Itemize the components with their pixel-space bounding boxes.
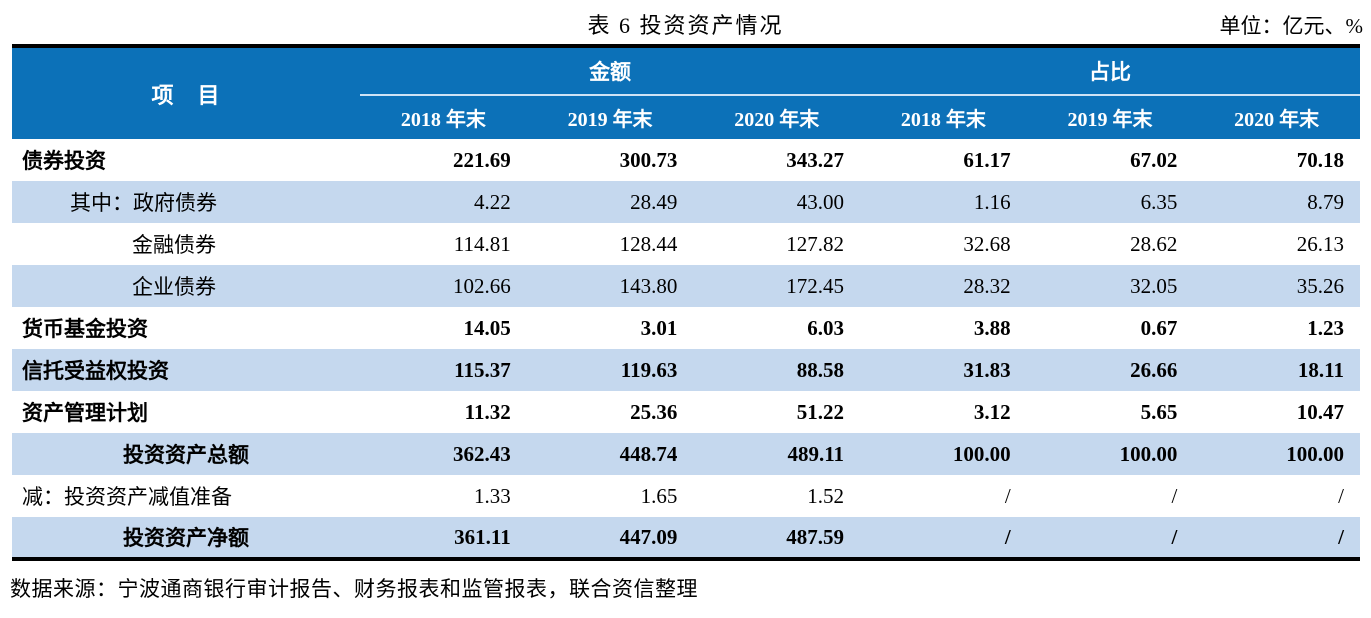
- row-value: 127.82: [693, 223, 861, 265]
- row-value: 6.03: [693, 307, 861, 349]
- row-value: 489.11: [693, 433, 861, 475]
- table-row: 货币基金投资 14.05 3.01 6.03 3.88 0.67 1.23: [12, 307, 1360, 349]
- row-value: 100.00: [860, 433, 1027, 475]
- row-value: 14.05: [360, 307, 527, 349]
- row-value: 487.59: [693, 517, 861, 559]
- row-value: 3.88: [860, 307, 1027, 349]
- year-column-header: 2020 年末: [1193, 95, 1360, 139]
- row-value: 3.01: [526, 307, 694, 349]
- row-value: 51.22: [693, 391, 861, 433]
- table-row: 资产管理计划 11.32 25.36 51.22 3.12 5.65 10.47: [12, 391, 1360, 433]
- data-source-note: 数据来源：宁波通商银行审计报告、财务报表和监管报表，联合资信整理: [10, 577, 698, 601]
- row-label: 资产管理计划: [12, 391, 361, 433]
- row-value: 361.11: [360, 517, 527, 559]
- row-value: 172.45: [693, 265, 861, 307]
- row-value: /: [1026, 475, 1194, 517]
- row-value: 1.65: [526, 475, 694, 517]
- row-value: 115.37: [360, 349, 527, 391]
- table-body: 债券投资 221.69 300.73 343.27 61.17 67.02 70.18 其中：…: [12, 139, 1360, 559]
- row-value: 1.16: [860, 181, 1027, 223]
- row-value: 18.11: [1193, 349, 1360, 391]
- title-bar: 表 6 投资资产情况 单位：亿元、%: [0, 0, 1371, 44]
- table-row: 其中：政府债券 4.22 28.49 43.00 1.16 6.35 8.79: [12, 181, 1360, 223]
- row-value: 88.58: [693, 349, 861, 391]
- row-value: 119.63: [526, 349, 694, 391]
- row-value: 10.47: [1193, 391, 1360, 433]
- table-row: 企业债券 102.66 143.80 172.45 28.32 32.05 35.26: [12, 265, 1360, 307]
- row-value: /: [860, 517, 1027, 559]
- row-label: 其中：政府债券: [12, 181, 361, 223]
- row-value: 362.43: [360, 433, 527, 475]
- row-value: 221.69: [360, 139, 527, 181]
- row-value: 1.52: [693, 475, 861, 517]
- row-value: 26.66: [1026, 349, 1194, 391]
- year-header-row: 2018 年末 2019 年末 2020 年末 2018 年末 2019 年末 2020 …: [12, 95, 1360, 139]
- row-value: 343.27: [693, 139, 861, 181]
- row-value: 6.35: [1026, 181, 1194, 223]
- row-label: 债券投资: [12, 139, 361, 181]
- table-row: 信托受益权投资 115.37 119.63 88.58 31.83 26.66 18.11: [12, 349, 1360, 391]
- row-value: 114.81: [360, 223, 527, 265]
- column-header-item: 项 目: [12, 46, 361, 139]
- year-column-header: 2019 年末: [526, 95, 694, 139]
- row-value: 11.32: [360, 391, 527, 433]
- table-row: 债券投资 221.69 300.73 343.27 61.17 67.02 70.18: [12, 139, 1360, 181]
- year-column-header: 2020 年末: [693, 95, 861, 139]
- row-value: 25.36: [526, 391, 694, 433]
- table-row: 减：投资资产减值准备 1.33 1.65 1.52// /: [12, 475, 1360, 517]
- row-value: 70.18: [1193, 139, 1360, 181]
- row-value: 26.13: [1193, 223, 1360, 265]
- row-label: 投资资产总额: [12, 433, 361, 475]
- row-value: 67.02: [1026, 139, 1194, 181]
- row-value: 0.67: [1026, 307, 1194, 349]
- year-column-header: 2019 年末: [1026, 95, 1194, 139]
- row-value: 102.66: [360, 265, 527, 307]
- row-value: 5.65: [1026, 391, 1194, 433]
- row-value: 1.23: [1193, 307, 1360, 349]
- column-group-amount: 金额: [360, 46, 861, 96]
- row-value: 3.12: [860, 391, 1027, 433]
- row-value: 100.00: [1026, 433, 1194, 475]
- table-row: 投资资产总额 362.43 448.74 489.11 100.00 100.00 100.…: [12, 433, 1360, 475]
- row-value: 31.83: [860, 349, 1027, 391]
- row-value: 300.73: [526, 139, 694, 181]
- row-value: 43.00: [693, 181, 861, 223]
- row-label: 企业债券: [12, 265, 361, 307]
- table-row: 金融债券 114.81 128.44 127.82 32.68 28.62 26.13: [12, 223, 1360, 265]
- row-value: 100.00: [1193, 433, 1360, 475]
- row-value: 28.49: [526, 181, 694, 223]
- table-header: 项 目 金额 占比 2018 年末 2019 年末 2020 年末 2018 年末 20…: [12, 46, 1360, 139]
- row-value: 8.79: [1193, 181, 1360, 223]
- row-value: 447.09: [526, 517, 694, 559]
- row-value: /: [860, 475, 1027, 517]
- row-value: /: [1193, 517, 1360, 559]
- row-value: 4.22: [360, 181, 527, 223]
- row-value: 143.80: [526, 265, 694, 307]
- row-value: 32.05: [1026, 265, 1194, 307]
- row-value: 28.62: [1026, 223, 1194, 265]
- year-column-header: 2018 年末: [860, 95, 1027, 139]
- year-column-header: 2018 年末: [360, 95, 527, 139]
- row-label: 减：投资资产减值准备: [12, 475, 361, 517]
- row-label: 投资资产净额: [12, 517, 361, 559]
- row-label: 信托受益权投资: [12, 349, 361, 391]
- row-value: 448.74: [526, 433, 694, 475]
- row-value: 128.44: [526, 223, 694, 265]
- table-row: 投资资产净额 361.11 447.09 487.59// /: [12, 517, 1360, 559]
- table-title: 表 6 投资资产情况: [587, 13, 784, 38]
- investment-assets-table: 项 目 金额 占比 2018 年末 2019 年末 2020 年末 2018 年末 20…: [12, 44, 1360, 561]
- row-value: 61.17: [860, 139, 1027, 181]
- unit-label: 单位：亿元、%: [1219, 14, 1364, 38]
- row-value: /: [1193, 475, 1360, 517]
- row-value: 28.32: [860, 265, 1027, 307]
- column-group-proportion: 占比: [860, 46, 1360, 96]
- row-value: 1.33: [360, 475, 527, 517]
- row-label: 货币基金投资: [12, 307, 361, 349]
- row-value: /: [1026, 517, 1194, 559]
- row-label: 金融债券: [12, 223, 361, 265]
- row-value: 35.26: [1193, 265, 1360, 307]
- row-value: 32.68: [860, 223, 1027, 265]
